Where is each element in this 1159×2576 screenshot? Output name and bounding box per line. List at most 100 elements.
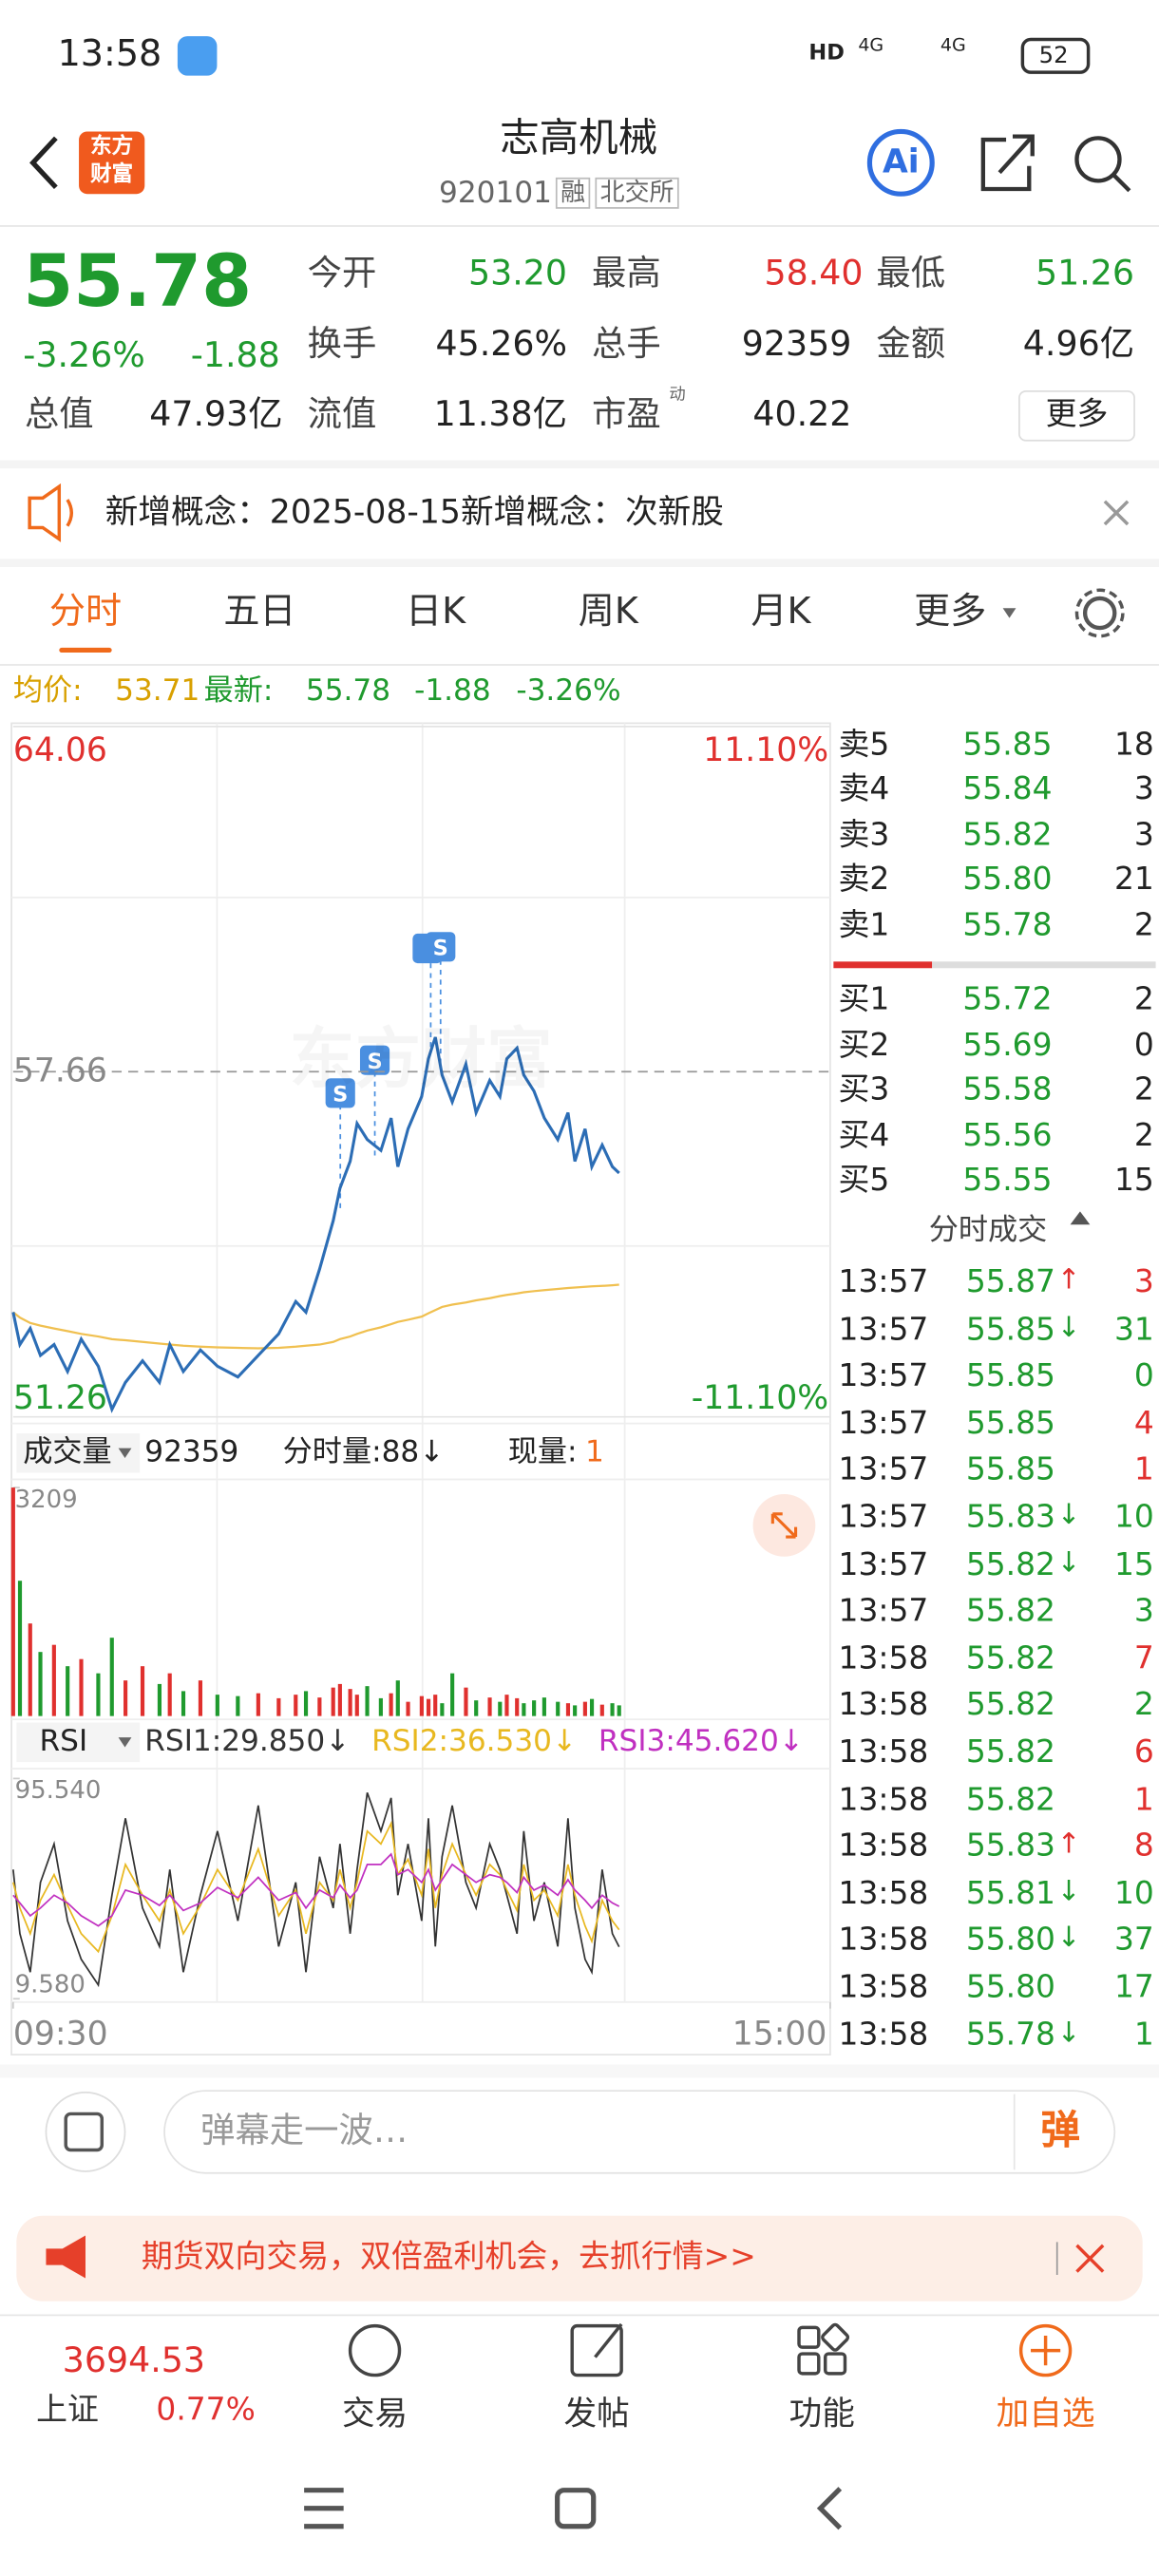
tab[interactable]: 五日 — [223, 591, 296, 634]
trade-volume: 7 — [1133, 1639, 1154, 1676]
trade-time: 13:58 — [838, 1922, 929, 1959]
volume-bar — [522, 1703, 526, 1716]
trade-volume: 15 — [1113, 1545, 1154, 1582]
field-label: 今开 — [307, 253, 377, 294]
volume-bar — [474, 1700, 479, 1716]
volume-bar — [79, 1658, 84, 1716]
volume-bar — [395, 1680, 400, 1716]
y-tick-label: 64.06 — [12, 729, 107, 769]
volume-bar — [532, 1700, 537, 1716]
tab[interactable]: 周K — [578, 591, 638, 634]
volume-bar — [303, 1691, 309, 1716]
book-label: 卖5 — [838, 726, 890, 763]
field-value: 40.22 — [752, 394, 852, 434]
volume-bar — [10, 1487, 15, 1716]
volume-bar — [337, 1683, 342, 1716]
pct-tick-label: -11.10% — [691, 1377, 829, 1417]
trade-volume: 3 — [1133, 1593, 1154, 1630]
volume-bar — [440, 1703, 445, 1716]
settings-icon[interactable] — [1082, 596, 1117, 631]
field-value: 47.93亿 — [149, 394, 283, 434]
trade-volume: 6 — [1133, 1733, 1154, 1771]
x-tick-label: 09:30 — [12, 2013, 108, 2054]
y-tick-label: 3209 — [14, 1484, 78, 1514]
legend-entry: RSI1:29.850↓ — [144, 1724, 351, 1759]
latest-change: -1.88 — [414, 673, 491, 709]
y-tick-label: 95.540 — [14, 1774, 102, 1806]
tab[interactable]: 日K — [406, 591, 466, 634]
current-volume-label: 现量: — [507, 1434, 578, 1470]
book-volume: 18 — [1113, 726, 1154, 763]
nav-item[interactable]: 功能 — [788, 2393, 855, 2434]
nav-item[interactable]: 发帖 — [563, 2393, 630, 2434]
volume-bar — [317, 1697, 322, 1716]
trades-title: 分时成交 — [928, 1213, 1048, 1248]
stock-tag: 融 — [555, 177, 591, 209]
trade-price: 55.78 — [965, 2016, 1055, 2053]
comment-icon[interactable] — [45, 2092, 126, 2172]
tab[interactable]: 月K — [750, 591, 811, 634]
more-button-label[interactable]: 更多 — [1045, 396, 1109, 433]
ratio-bar — [932, 961, 1156, 969]
expand-icon[interactable] — [770, 1512, 798, 1539]
nav-item[interactable]: 交易 — [341, 2393, 408, 2434]
nav-item[interactable]: 加自选 — [996, 2393, 1095, 2434]
field-value: 45.26% — [435, 323, 568, 364]
indicator-selector[interactable] — [16, 1722, 141, 1763]
ad-text[interactable]: 期货双向交易，双倍盈利机会，去抓行情>> — [141, 2238, 756, 2276]
dropdown-icon — [1002, 608, 1016, 618]
comment-icon[interactable] — [64, 2112, 104, 2152]
y-tick-label: 9.580 — [14, 1969, 86, 1999]
trade-volume: 17 — [1113, 1969, 1154, 2006]
rsi-label: RSI — [39, 1724, 88, 1759]
share-icon[interactable] — [980, 134, 1035, 192]
system-nav[interactable] — [304, 2487, 843, 2530]
ai-icon[interactable] — [866, 128, 935, 197]
comment-placeholder[interactable]: 弹幕走一波… — [200, 2110, 408, 2150]
chart-frame — [10, 722, 831, 2055]
ad-banner[interactable] — [16, 2215, 1143, 2301]
trade-time: 13:57 — [838, 1311, 929, 1348]
divider — [0, 559, 1159, 568]
volume-bar — [256, 1693, 260, 1716]
settings-icon[interactable] — [1074, 588, 1125, 638]
field-value: 92359 — [741, 323, 852, 364]
volume-bar — [433, 1695, 438, 1716]
book-volume: 3 — [1133, 770, 1154, 807]
book-volume: 2 — [1133, 907, 1154, 944]
close-icon[interactable] — [1075, 2244, 1105, 2273]
tab[interactable]: 更多 — [914, 591, 987, 634]
battery-level: 52 — [1038, 42, 1069, 69]
dropdown-icon — [118, 1737, 132, 1748]
svg-text:S: S — [332, 1082, 348, 1107]
book-label: 卖4 — [838, 770, 890, 807]
divider — [0, 225, 1159, 227]
index-change: 0.77% — [156, 2391, 256, 2428]
volume-selector[interactable] — [16, 1432, 141, 1473]
volume-total: 92359 — [144, 1434, 239, 1470]
search-icon[interactable] — [1112, 172, 1131, 193]
volume-bar — [573, 1705, 578, 1716]
stock-code: 920101 — [439, 176, 552, 211]
search-icon[interactable] — [1074, 136, 1122, 183]
nav-icons[interactable] — [348, 2322, 1073, 2377]
latest-value: 55.78 — [305, 673, 391, 709]
volume-bar — [426, 1698, 431, 1716]
ai-label[interactable]: Ai — [882, 141, 920, 181]
book-label: 买3 — [838, 1071, 890, 1108]
tab[interactable]: 分时 — [48, 591, 123, 634]
legend-entry: RSI2:36.530↓ — [371, 1724, 578, 1759]
y-tick-label: 57.66 — [12, 1050, 107, 1090]
volume-bar — [276, 1697, 281, 1716]
danmaku-button[interactable]: 弹 — [1040, 2107, 1080, 2153]
trade-price: 55.80 — [965, 1922, 1055, 1959]
book-price: 55.58 — [962, 1071, 1053, 1108]
field-label: 总手 — [591, 323, 661, 364]
comment-input[interactable] — [163, 2090, 1116, 2174]
back-icon[interactable] — [29, 136, 58, 190]
close-icon[interactable] — [1103, 500, 1130, 526]
volume-bar — [542, 1697, 546, 1716]
tab-indicator — [59, 647, 112, 653]
more-button[interactable] — [1018, 389, 1135, 442]
